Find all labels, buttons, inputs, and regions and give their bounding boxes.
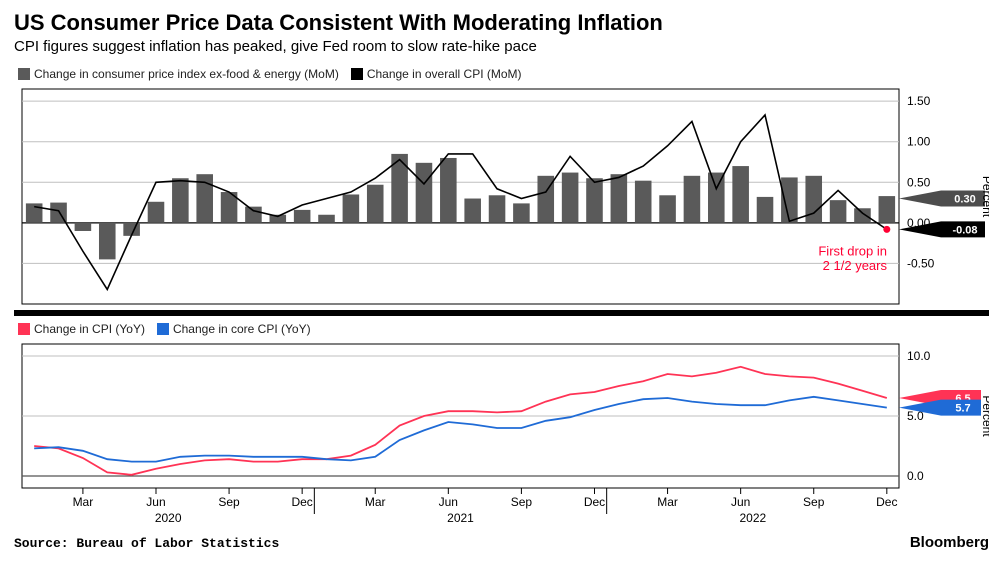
legend-bars-label: Change in consumer price index ex-food &… [34,67,339,81]
svg-text:10.0: 10.0 [907,349,931,363]
svg-text:Percent: Percent [980,176,989,218]
svg-text:1.00: 1.00 [907,135,931,149]
svg-text:0.0: 0.0 [907,469,924,483]
svg-text:-0.08: -0.08 [952,224,977,236]
svg-text:0.30: 0.30 [954,194,975,206]
svg-text:Mar: Mar [657,495,678,509]
svg-text:Jun: Jun [146,495,165,509]
chart-top-panel: -0.500.000.501.001.50First drop in2 1/2 … [14,85,989,310]
legend-bottom: Change in CPI (YoY) Change in core CPI (… [14,316,989,340]
svg-text:First drop in: First drop in [818,243,887,258]
svg-text:2021: 2021 [447,511,474,525]
legend-core-yoy-label: Change in core CPI (YoY) [173,322,311,336]
svg-text:Dec: Dec [584,495,605,509]
svg-text:-0.50: -0.50 [907,256,935,270]
svg-text:Dec: Dec [291,495,312,509]
chart-subtitle: CPI figures suggest inflation has peaked… [14,38,989,55]
source-label: Source: Bureau of Labor Statistics [14,536,279,551]
brand-label: Bloomberg [910,534,989,551]
legend-top: Change in consumer price index ex-food &… [14,63,989,85]
svg-text:Percent: Percent [980,395,989,437]
svg-text:Jun: Jun [731,495,750,509]
svg-text:Jun: Jun [439,495,458,509]
svg-text:Dec: Dec [876,495,897,509]
svg-text:Sep: Sep [511,495,533,509]
chart-title: US Consumer Price Data Consistent With M… [14,10,989,36]
svg-text:Mar: Mar [365,495,386,509]
svg-text:5.7: 5.7 [955,403,970,415]
svg-text:2022: 2022 [739,511,766,525]
svg-text:Sep: Sep [218,495,240,509]
svg-text:0.50: 0.50 [907,175,931,189]
chart-bottom-panel: 0.05.010.06.55.7PercentMarJunSepDecMarJu… [14,340,989,530]
svg-text:1.50: 1.50 [907,94,931,108]
legend-cpi-yoy-label: Change in CPI (YoY) [34,322,145,336]
svg-text:2 1/2 years: 2 1/2 years [823,258,888,273]
svg-text:Mar: Mar [73,495,94,509]
legend-line-label: Change in overall CPI (MoM) [367,67,522,81]
svg-text:2020: 2020 [155,511,182,525]
svg-text:Sep: Sep [803,495,825,509]
